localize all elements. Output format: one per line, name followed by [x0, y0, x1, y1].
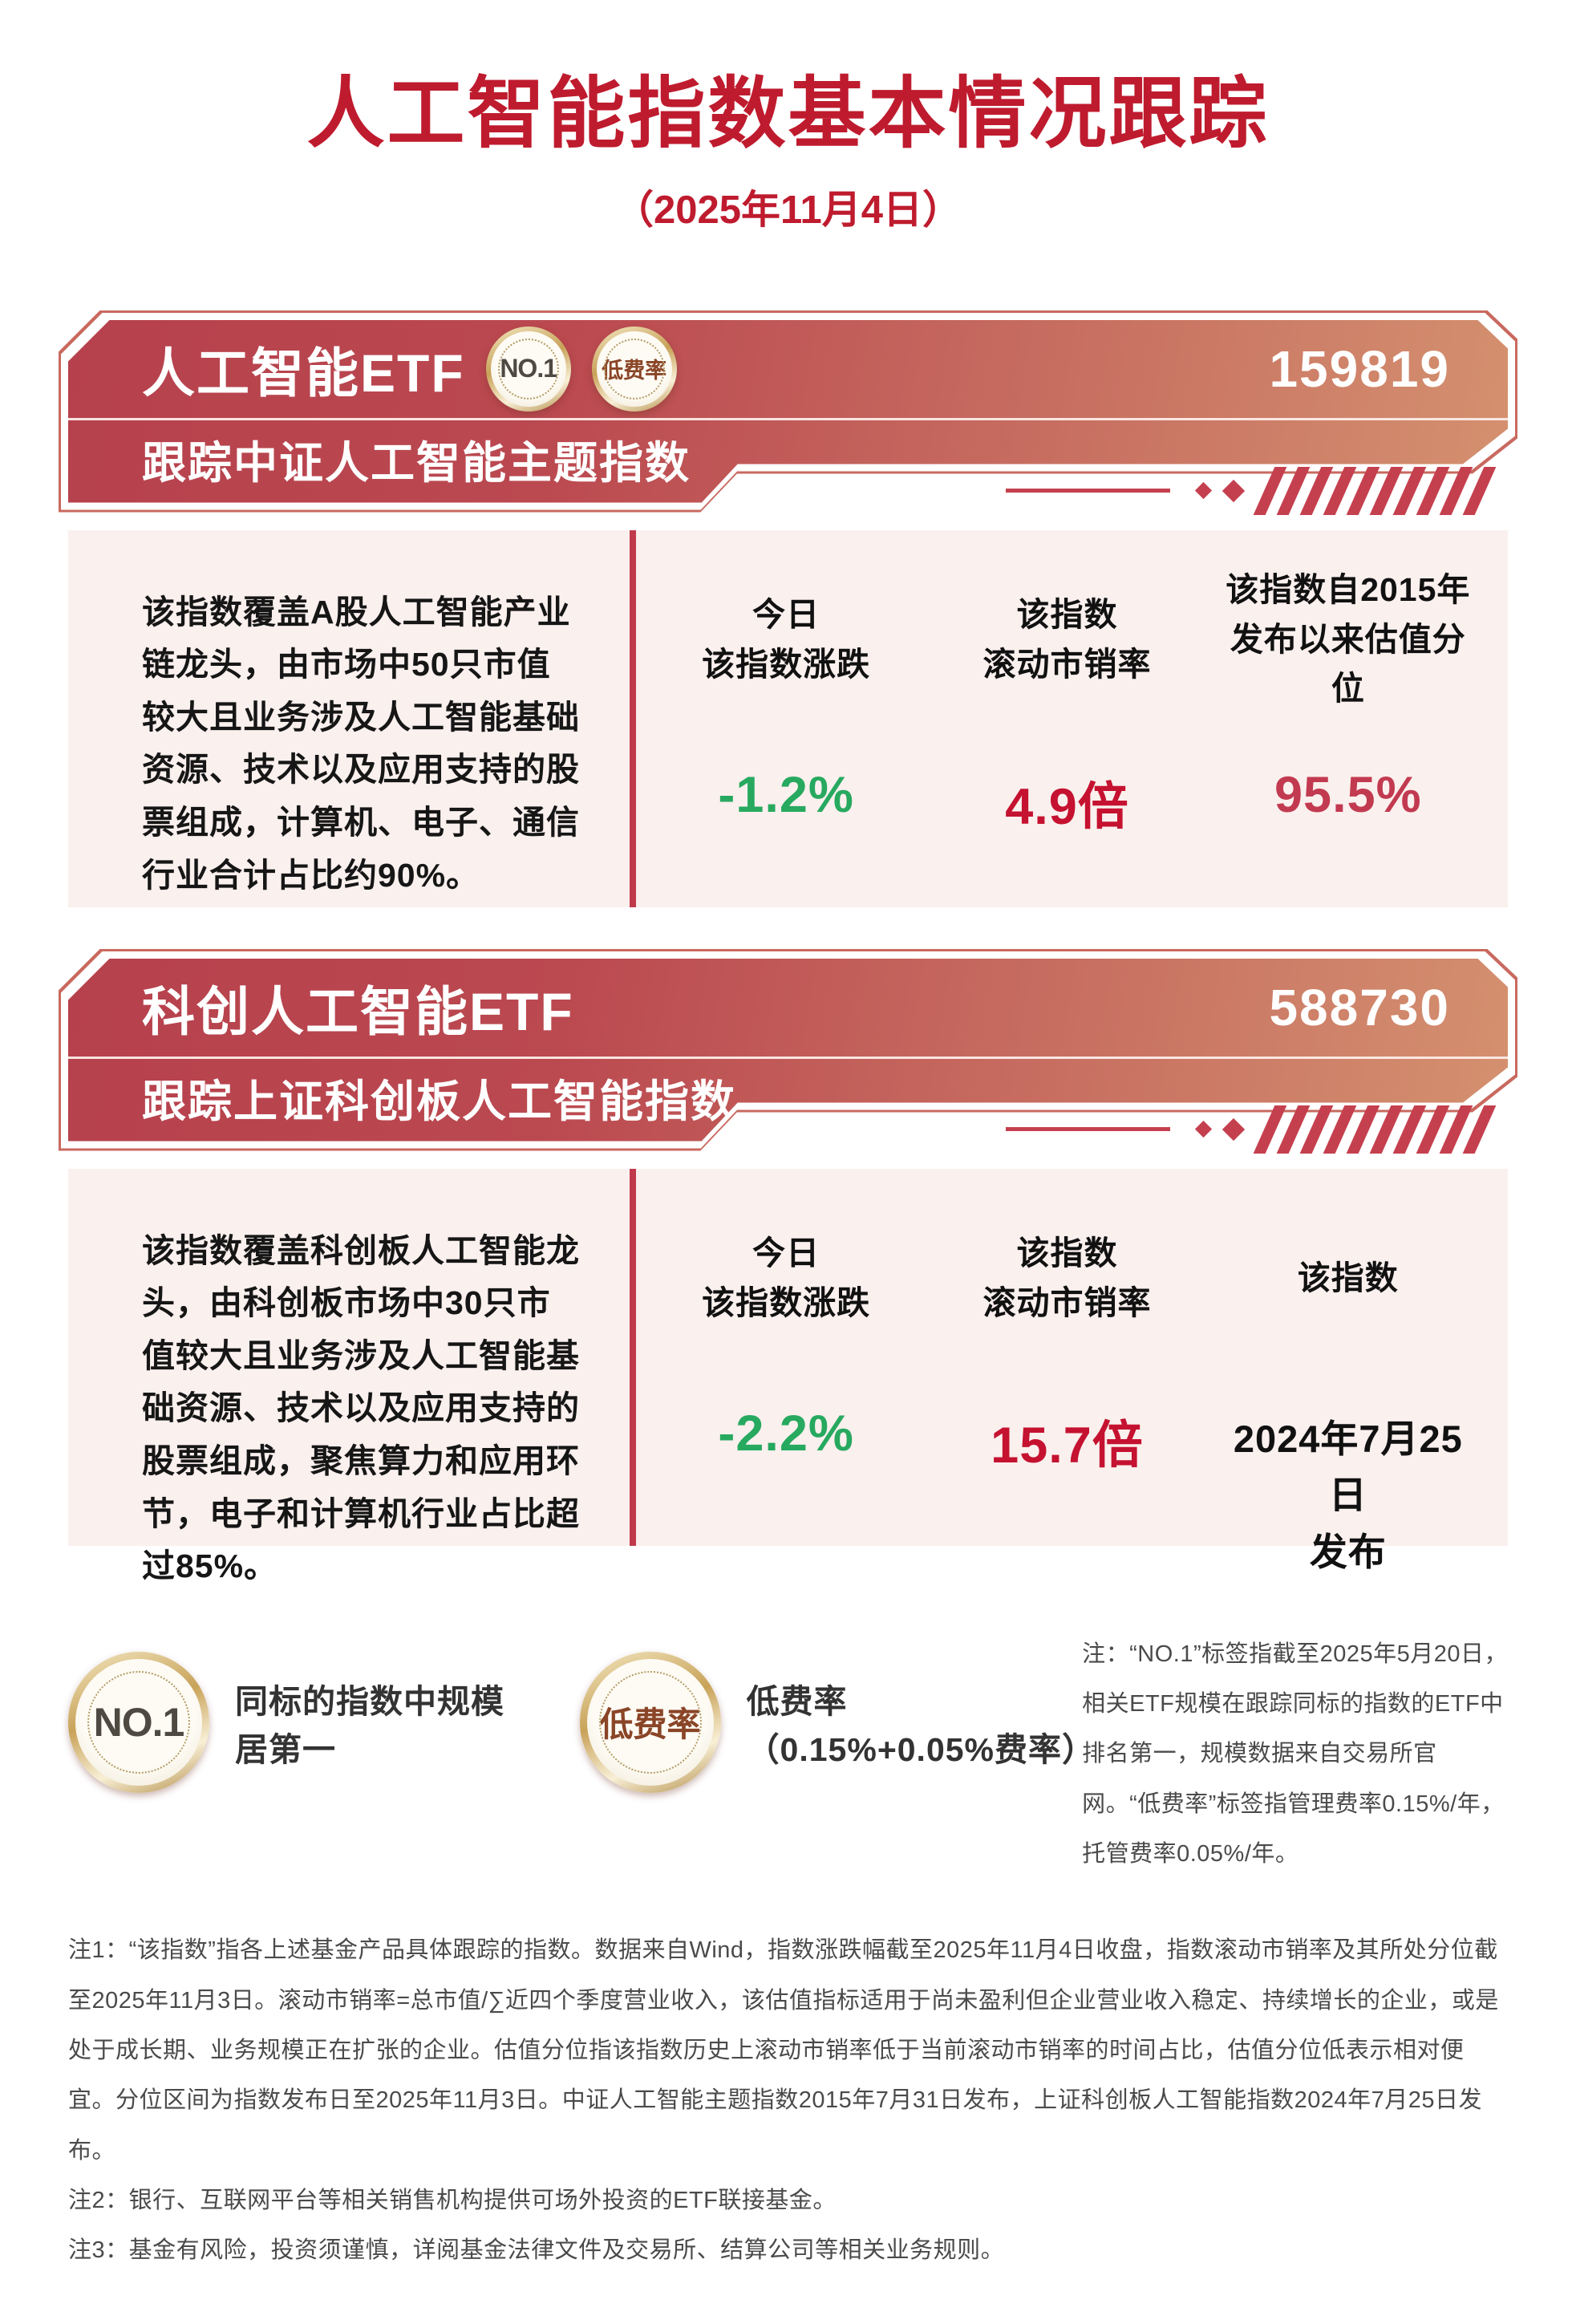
footnotes: 注1：“该指数”指各上述基金产品具体跟踪的指数。数据来自Wind，指数涨跌幅截至…: [68, 1925, 1508, 2275]
metric-header: 该指数自2015年 发布以来估值分位: [1216, 571, 1481, 707]
low-fee-badge-icon: 低费率: [579, 1651, 721, 1793]
diamond-icon: [1222, 479, 1246, 502]
etf-code: 588730: [1269, 978, 1450, 1036]
footnote-1: 注1：“该指数”指各上述基金产品具体跟踪的指数。数据来自Wind，指数涨跌幅截至…: [68, 1937, 1499, 2164]
no1-badge-core: NO.1: [75, 1658, 202, 1786]
metric-header: 该指数: [1216, 1219, 1481, 1339]
vertical-divider: [630, 529, 636, 907]
decoration-line: [1006, 489, 1170, 493]
metric-header: 该指数 滚动市销率: [934, 1219, 1199, 1339]
metric-header-line: 发布以来估值分位: [1230, 620, 1466, 708]
vertical-divider: [630, 1168, 636, 1546]
low-fee-badge-core: 低费率: [597, 331, 672, 407]
metric-value-line: 95.5%: [1274, 766, 1422, 823]
legend-side-note: 注：“NO.1”标签指截至2025年5月20日，相关ETF规模在跟踪同标的指数的…: [1082, 1641, 1509, 1867]
metric-header: 该指数 滚动市销率: [934, 580, 1199, 700]
banner-divider: [68, 1057, 1508, 1059]
banner-title-row: 人工智能ETF NO.1 低费率 159819: [68, 320, 1508, 418]
banner-subtitle-row: 跟踪中证人工智能主题指数: [68, 420, 1508, 503]
metric-header: 今日 该指数涨跌: [654, 580, 918, 700]
metric-ps-ratio: 该指数 滚动市销率 15.7倍: [926, 1219, 1207, 1546]
etf-banner-588730: 科创人工智能ETF 588730 跟踪上证科创板人工智能指数: [68, 959, 1508, 1154]
etf-tracking-label: 跟踪上证科创板人工智能指数: [142, 1077, 737, 1127]
product-section-ai-etf: 人工智能ETF NO.1 低费率 159819 跟踪中证人工智能主: [68, 320, 1508, 907]
no1-badge-core: NO.1: [491, 331, 566, 407]
low-fee-legend-text: 低费率（0.15%+0.05%费率）: [746, 1682, 1096, 1768]
metric-ps-ratio: 该指数 滚动市销率 4.9倍: [926, 580, 1207, 907]
no1-badge-icon: NO.1: [68, 1651, 209, 1793]
legend-item-low-fee: 低费率 低费率（0.15%+0.05%费率）: [579, 1651, 1096, 1793]
metric-value-line: -2.2%: [718, 1405, 854, 1462]
metric-header-line: 今日: [752, 1235, 820, 1272]
metric-value: 15.7倍: [934, 1405, 1199, 1478]
metric-launch-date: 该指数 2024年7月25日 发布: [1208, 1219, 1489, 1573]
badge-legend: NO.1 同标的指数中规模居第一 低费率 低费率（0.15%+0.05%费率） …: [68, 1629, 1508, 1880]
etf-code: 159819: [1269, 339, 1450, 398]
metric-value: -1.2%: [654, 766, 918, 824]
metric-header-line: 该指数: [1297, 1259, 1399, 1296]
metric-header-line: 滚动市销率: [982, 1284, 1152, 1321]
metric-value-line: 15.7倍: [991, 1417, 1144, 1474]
etf-name: 人工智能ETF: [142, 343, 465, 403]
metric-valuation-percentile: 该指数自2015年 发布以来估值分位 95.5%: [1208, 571, 1489, 907]
diamond-icon: [1222, 1117, 1246, 1141]
etf-name: 科创人工智能ETF: [142, 981, 574, 1041]
index-description: 该指数覆盖科创板人工智能龙头，由科创板市场中30只市值较大且业务涉及人工智能基础…: [142, 1231, 580, 1585]
banner-title-row: 科创人工智能ETF 588730: [68, 959, 1508, 1057]
etf-tracking-label: 跟踪中证人工智能主题指数: [142, 438, 691, 489]
metric-value-line: 4.9倍: [1005, 778, 1129, 835]
product-detail-card: 该指数覆盖A股人工智能产业链龙头，由市场中50只市值较大且业务涉及人工智能基础资…: [68, 529, 1508, 907]
banner-decoration: [1006, 1105, 1497, 1154]
metric-value: 2024年7月25日 发布: [1216, 1411, 1481, 1581]
badge-dot-ring: [498, 339, 559, 400]
metric-header-line: 该指数涨跌: [702, 645, 871, 683]
metric-daily-change: 今日 该指数涨跌 -1.2%: [646, 580, 926, 907]
metric-header-line: 该指数自2015年: [1226, 571, 1471, 609]
page-date: （2025年11月4日）: [614, 188, 962, 232]
decoration-line: [1006, 1127, 1170, 1132]
metric-header-line: 该指数: [1016, 596, 1118, 634]
metric-value-line: 发布: [1309, 1530, 1387, 1573]
metric-value-line: 2024年7月25日: [1233, 1417, 1463, 1517]
metric-value: -2.2%: [654, 1405, 918, 1462]
diamond-icon: [1194, 1120, 1213, 1138]
banner-decoration: [1006, 466, 1497, 516]
page-title: 人工智能指数基本情况跟踪: [306, 70, 1270, 157]
index-description: 该指数覆盖A股人工智能产业链龙头，由市场中50只市值较大且业务涉及人工智能基础资…: [142, 593, 580, 894]
product-section-star-ai-etf: 科创人工智能ETF 588730 跟踪上证科创板人工智能指数 该指数覆盖科创板: [68, 959, 1508, 1585]
metric-value-line: -1.2%: [718, 766, 854, 823]
low-fee-badge-icon: 低费率: [592, 326, 677, 412]
banner-subtitle-row: 跟踪上证科创板人工智能指数: [68, 1059, 1508, 1142]
metric-daily-change: 今日 该指数涨跌 -2.2%: [646, 1219, 926, 1546]
metric-header: 今日 该指数涨跌: [654, 1219, 918, 1339]
low-fee-badge-core: 低费率: [586, 1658, 714, 1786]
diamond-icon: [1194, 481, 1213, 500]
product-detail-card: 该指数覆盖科创板人工智能龙头，由科创板市场中30只市值较大且业务涉及人工智能基础…: [68, 1168, 1508, 1585]
legend-item-no1: NO.1 同标的指数中规模居第一: [68, 1651, 506, 1793]
footnote-3: 注3：基金有风险，投资须谨慎，详阅基金法律文件及交易所、结算公司等相关业务规则。: [68, 2237, 1005, 2264]
poster-page: { "header": { "title": "人工智能指数基本情况跟踪", "…: [0, 0, 1576, 2275]
metrics-row: 今日 该指数涨跌 -1.2% 该指数 滚动市销率 4.9倍 该指数自2015年: [636, 530, 1508, 907]
no1-legend-text: 同标的指数中规模居第一: [235, 1682, 504, 1768]
badge-dot-ring: [598, 1670, 702, 1774]
metric-value: 95.5%: [1216, 766, 1481, 824]
metrics-row: 今日 该指数涨跌 -2.2% 该指数 滚动市销率 15.7倍 该指数: [636, 1169, 1508, 1573]
metric-header-line: 该指数涨跌: [702, 1284, 871, 1321]
badge-dot-ring: [604, 339, 665, 400]
metric-header-line: 滚动市销率: [982, 645, 1152, 683]
metric-header-line: 该指数: [1016, 1235, 1118, 1272]
footnote-2: 注2：银行、互联网平台等相关销售机构提供可场外投资的ETF联接基金。: [68, 2187, 837, 2213]
etf-banner-159819: 人工智能ETF NO.1 低费率 159819 跟踪中证人工智能主: [68, 320, 1508, 515]
no1-badge-icon: NO.1: [486, 326, 571, 412]
badge-dot-ring: [87, 1670, 190, 1774]
banner-divider: [68, 418, 1508, 420]
metric-header-line: 今日: [752, 596, 820, 634]
metric-value: 4.9倍: [934, 766, 1199, 839]
page-header: 人工智能指数基本情况跟踪 （2025年11月4日）: [0, 0, 1576, 235]
